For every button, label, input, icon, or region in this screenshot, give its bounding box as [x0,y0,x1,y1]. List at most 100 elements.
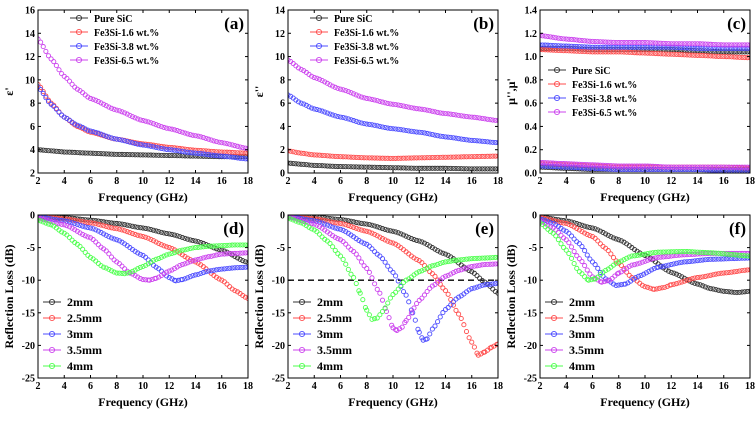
point-d-s1-37 [132,231,138,238]
x-tick-label-e-5: 12 [414,381,424,392]
point-f-s3-6 [553,227,559,233]
point-e-s2-77 [482,282,488,288]
point-b-s2-11 [314,106,320,113]
point-f-s2-21 [592,262,598,268]
point-c-s1-63 [702,53,708,59]
point-f-s3-49 [663,254,669,260]
point-e-s4-18 [332,247,338,253]
point-d-s4-78 [240,242,246,248]
y-tick-label-a-7: 16 [25,6,35,17]
point-b-s0-71 [471,166,477,172]
point-d-s4-73 [227,242,233,248]
point-f-s4-6 [553,233,559,239]
point-d-s0-39 [137,225,143,231]
point-b-s3-79 [492,117,498,123]
point-f-s3-40 [639,259,645,265]
point-c-s1-6 [553,47,559,53]
y-tick-label-a-3: 8 [30,99,35,110]
point-d-s2-38 [135,250,141,256]
point-c-s2-19 [587,44,593,50]
y-tick-label-f-3: -15 [524,308,537,319]
point-e-s0-35 [377,225,383,231]
x-tick-label-c-0: 2 [538,176,543,187]
point-b-s3-43 [398,102,404,109]
point-e-s2-29 [361,240,367,246]
point-c-s1-36 [631,50,638,56]
point-f-s0-30 [616,237,622,243]
point-b-s2-44 [400,127,407,133]
point-e-s1-80 [491,343,497,349]
point-f-s0-20 [589,225,596,231]
point-c-s2-77 [739,45,745,51]
point-b-s1-72 [474,154,480,160]
point-c-s1-21 [592,49,598,55]
point-e-s4-33 [369,316,375,322]
point-c-s7-20 [589,162,596,168]
point-f-s4-45 [652,249,659,255]
point-a-s0-29 [111,151,117,157]
point-d-s1-43 [148,236,154,242]
point-e-s4-34 [372,316,378,322]
point-d-s4-72 [224,242,230,248]
point-c-s7-6 [553,160,559,166]
point-e-s4-16 [327,240,333,246]
point-e-s4-51 [416,269,422,275]
point-b-s1-47 [408,155,414,161]
point-a-s2-36 [129,140,136,146]
x-tick-label-f-2: 6 [590,381,595,392]
point-d-s2-69 [213,267,220,273]
point-b-s2-8 [306,104,312,110]
point-a-s0-36 [129,152,136,158]
point-d-s4-77 [237,242,243,248]
point-d-s2-78 [237,265,243,271]
point-d-s2-73 [224,266,230,272]
point-a-s1-65 [206,148,212,154]
point-a-s0-40 [140,152,146,158]
point-b-s3-13 [319,78,325,84]
point-e-s4-0 [288,215,291,221]
point-b-s2-41 [393,126,399,132]
point-b-s1-2 [290,149,296,155]
x-tick-label-d-7: 16 [217,381,227,392]
point-c-s7-18 [584,162,590,168]
point-d-s3-68 [211,253,217,259]
point-e-s2-27 [356,237,362,243]
point-d-s0-71 [221,248,227,254]
point-c-s7-72 [726,164,732,170]
point-f-s2-61 [694,258,701,264]
point-e-s3-31 [366,269,372,275]
point-b-s2-38 [385,125,391,131]
point-e-s2-67 [456,294,462,300]
point-e-s3-75 [477,262,483,268]
point-a-s2-71 [221,153,227,159]
point-d-s3-12 [66,224,73,230]
point-f-s1-79 [742,267,748,273]
point-e-s0-45 [403,233,409,239]
y-tick-label-f-5: -25 [524,374,537,385]
x-tick-label-a-0: 2 [36,176,41,187]
point-b-s3-58 [437,110,443,116]
point-b-s0-39 [387,165,393,171]
point-d-s1-50 [166,245,172,251]
point-a-s3-37 [132,115,138,121]
point-c-s7-31 [618,163,624,169]
point-f-s0-50 [668,269,674,275]
point-b-s0-35 [377,164,383,171]
point-f-s1-39 [639,282,645,288]
point-b-s1-38 [385,155,391,161]
point-f-s4-58 [687,249,693,255]
point-b-s0-65 [456,166,462,172]
point-c-s7-28 [610,163,617,169]
point-c-s7-25 [603,162,609,168]
point-f-s0-67 [713,287,719,293]
x-tick-label-f-7: 16 [719,381,729,392]
x-axis-title-a: Frequency (GHz) [98,190,187,204]
point-d-s3-70 [216,251,222,258]
point-c-s7-27 [608,163,614,169]
point-e-s4-68 [461,256,467,263]
legend-label-e-3: 3.5mm [317,343,352,357]
point-f-s4-26 [603,267,609,273]
point-c-s3-26 [605,39,611,45]
point-b-s3-67 [461,113,467,119]
